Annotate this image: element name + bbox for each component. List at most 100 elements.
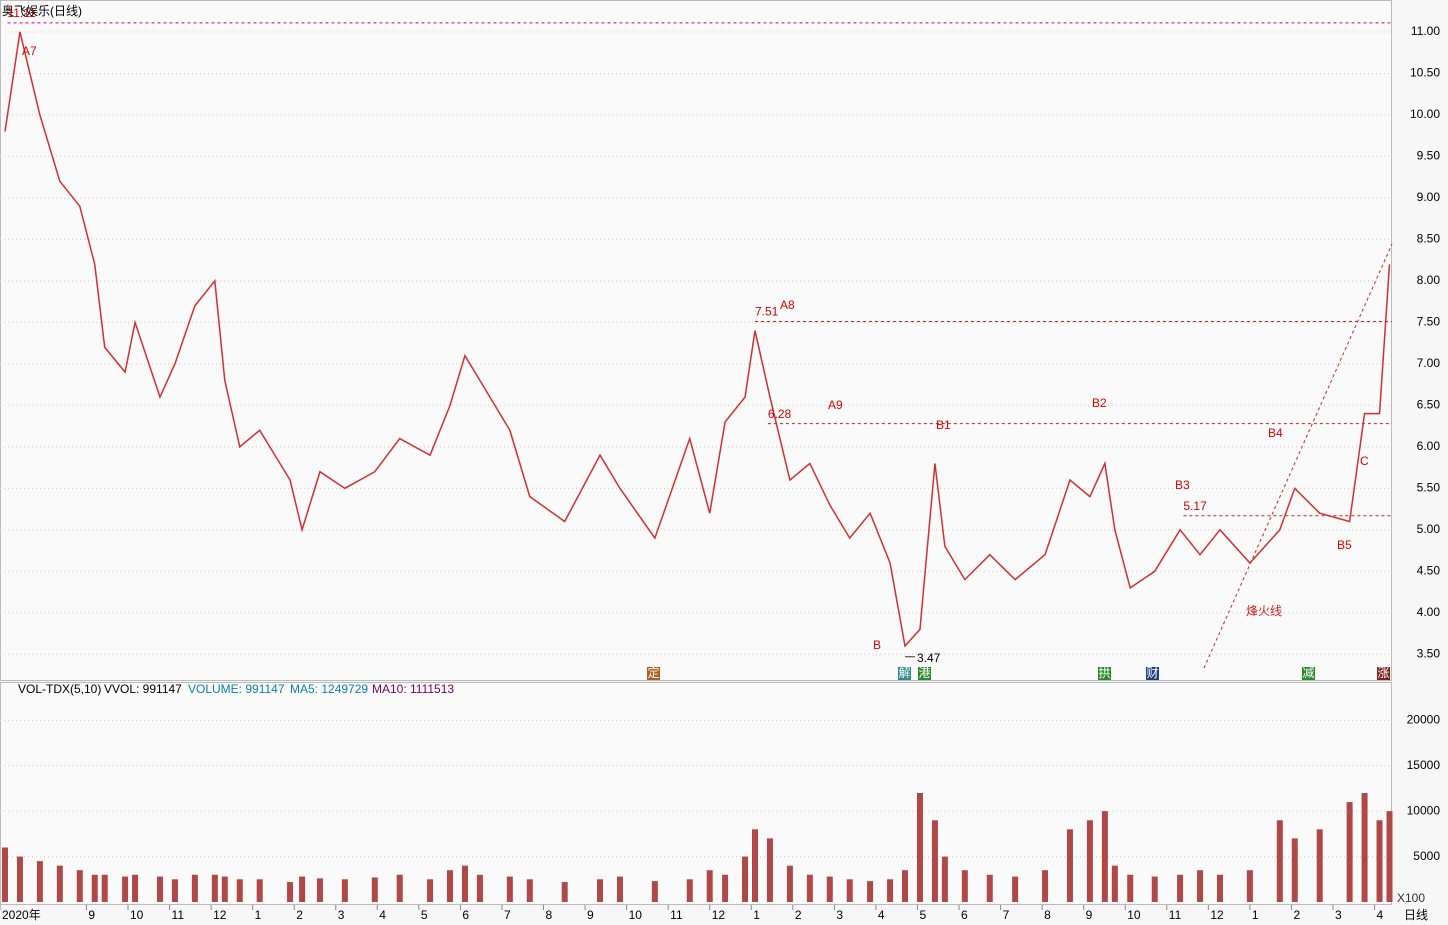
volume-stat: VOLUME: 991147 — [188, 682, 285, 696]
annotation: A9 — [828, 398, 843, 412]
level-label: 11.11 — [7, 6, 36, 20]
annotation: C — [1360, 454, 1369, 468]
annotation: B1 — [936, 418, 951, 432]
y-tick-label: 3.50 — [1417, 646, 1441, 660]
x-tick-label: 1 — [753, 908, 760, 922]
volume-bar — [742, 856, 749, 902]
x-tick-label: 10 — [629, 908, 643, 922]
volume-bar — [786, 865, 793, 902]
x-tick-label: 6 — [961, 908, 968, 922]
volume-bar — [56, 865, 63, 902]
x-tick-label: 8 — [1044, 908, 1051, 922]
volume-bar — [986, 874, 993, 902]
price-panel — [0, 0, 1392, 681]
volume-title: VOL-TDX(5,10) — [18, 682, 101, 696]
y-tick-label: 7.50 — [1417, 315, 1441, 329]
volume-bar — [256, 879, 263, 902]
x-tick-label: 4 — [379, 908, 386, 922]
volume-bar — [1361, 793, 1368, 902]
annotation: B3 — [1175, 478, 1190, 492]
y-tick-label: 15000 — [1407, 758, 1441, 772]
volume-bar — [1386, 811, 1393, 902]
y-tick-label: 9.00 — [1417, 190, 1441, 204]
x-tick-label: 7 — [1003, 908, 1010, 922]
x-tick-label: 3 — [1335, 908, 1342, 922]
volume-bar — [722, 874, 729, 902]
volume-bar — [1086, 820, 1093, 902]
volume-bar — [341, 879, 348, 902]
volume-bar — [1291, 838, 1298, 902]
y-tick-label: 5.50 — [1417, 480, 1441, 494]
annotation: 烽火线 — [1246, 604, 1282, 618]
annotation: B4 — [1268, 426, 1283, 440]
volume-bar — [221, 876, 228, 902]
trend-line — [1203, 243, 1393, 669]
volume-bar — [846, 879, 853, 902]
x-tick-label: 4 — [1377, 908, 1384, 922]
volume-bar — [561, 882, 568, 902]
volume-bar — [1316, 829, 1323, 902]
y-tick-label: 10.50 — [1410, 66, 1440, 80]
x-tick-label: 12 — [712, 908, 726, 922]
annotation: A7 — [22, 44, 37, 58]
volume-bar — [1216, 874, 1223, 902]
volume-bar — [36, 861, 43, 902]
x-tick-label: 11 — [1169, 908, 1182, 922]
y-tick-label: 10.00 — [1410, 107, 1440, 121]
volume-bar — [299, 876, 306, 902]
x-tick-label: 6 — [462, 908, 469, 922]
event-marker-box — [1302, 667, 1315, 680]
volume-stat: VVOL: 991147 — [104, 682, 182, 696]
volume-bar — [616, 876, 623, 902]
volume-bar — [916, 793, 923, 902]
level-label: 7.51 — [755, 305, 779, 319]
volume-bar — [597, 879, 604, 902]
y-tick-label: 10000 — [1407, 803, 1441, 817]
x-tick-label: 11 — [670, 908, 683, 922]
level-label: 6.28 — [768, 407, 792, 421]
x-tick-label: 9 — [587, 908, 594, 922]
level-label: 3.47 — [917, 651, 941, 665]
x-tick-label: 4 — [878, 908, 885, 922]
event-marker: 定 — [647, 665, 659, 680]
event-marker-box — [1377, 667, 1390, 680]
period-label[interactable]: 日线 — [1404, 908, 1428, 922]
volume-bar — [1042, 870, 1049, 902]
event-marker: 财 — [1146, 666, 1158, 680]
volume-bar — [526, 879, 533, 902]
volume-panel — [0, 682, 1392, 905]
volume-bar — [806, 874, 813, 902]
volume-bar — [371, 877, 378, 902]
event-marker: 拱 — [1098, 666, 1110, 680]
volume-bar — [156, 876, 163, 902]
volume-bar — [1012, 876, 1019, 902]
chart-title: 奥飞娱乐(日线) — [2, 4, 82, 18]
volume-bar — [76, 870, 83, 902]
event-marker: 解 — [898, 666, 910, 680]
x-tick-label: 5 — [421, 908, 428, 922]
volume-bar — [506, 876, 513, 902]
volume-bar — [1151, 876, 1158, 902]
volume-bar — [316, 878, 323, 902]
unit-label: X100 — [1397, 891, 1425, 905]
volume-bar — [1276, 820, 1283, 902]
volume-bar — [461, 865, 468, 902]
x-tick-label: 2 — [1293, 908, 1300, 922]
volume-bar — [211, 874, 218, 902]
volume-bar — [132, 874, 139, 902]
x-tick-label: 7 — [504, 908, 511, 922]
event-marker-box — [898, 667, 911, 680]
volume-bar — [1376, 820, 1383, 902]
x-tick-label: 12 — [1210, 908, 1224, 922]
volume-bar — [887, 879, 894, 902]
volume-stat: MA10: 1111513 — [372, 682, 454, 696]
y-tick-label: 11.00 — [1411, 24, 1440, 38]
event-marker-box — [647, 667, 660, 680]
volume-bar — [1246, 870, 1253, 902]
volume-bar — [1346, 802, 1353, 902]
event-marker-box — [1146, 667, 1159, 680]
y-tick-label: 9.50 — [1417, 149, 1441, 163]
event-marker: 减 — [1302, 666, 1314, 680]
y-tick-label: 4.00 — [1417, 605, 1441, 619]
